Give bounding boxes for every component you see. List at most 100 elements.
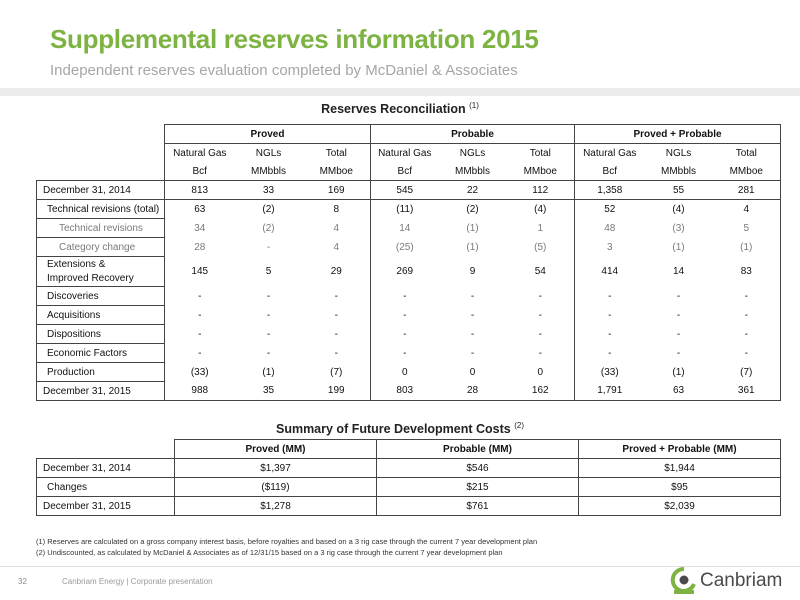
table-cell: -	[676, 290, 681, 302]
table-row: Technical revisions 34 (2) 4 14 (1) 1 48 (3) 5	[36, 218, 782, 238]
footnotes: (1) Reserves are calculated on a gross c…	[36, 536, 537, 558]
table-cell: -	[712, 305, 782, 325]
row-label-text: Acquisitions	[47, 309, 101, 321]
fdc-title-note: (2)	[514, 421, 525, 430]
row-label: Technical revisions (total)	[36, 199, 165, 219]
reconciliation-title: Reserves Reconciliation (1)	[0, 101, 800, 116]
col-unit: MMboe	[712, 162, 782, 181]
table-cell: 988	[164, 381, 235, 401]
table-cell: $546	[376, 458, 579, 478]
row-label-text: Technical revisions (total)	[47, 203, 160, 215]
row-label: Dispositions	[36, 324, 165, 344]
col-name: NGLs	[255, 147, 282, 159]
column-name-row: Natural Gas NGLs Total Natural Gas NGLs …	[37, 143, 782, 162]
reconciliation-title-note: (1)	[469, 101, 479, 110]
col-name: NGLs	[665, 147, 692, 159]
table-cell: -	[266, 290, 271, 302]
table-cell: 162	[506, 381, 576, 401]
table-cell: 361	[712, 381, 782, 401]
table-cell: -	[403, 290, 407, 302]
fdc-header-proved: Proved (MM)	[174, 439, 377, 459]
table-cell: 34	[194, 222, 206, 234]
row-label-text: Extensions &	[47, 258, 106, 270]
table-row: December 31, 2015 $1,278 $761 $2,039	[36, 496, 781, 516]
col-name: NGLs	[459, 147, 486, 159]
table-cell: -	[712, 343, 782, 363]
table-cell: (2)	[262, 203, 275, 215]
table-cell: 0	[469, 366, 476, 378]
table-cell: -	[712, 286, 782, 306]
reserves-reconciliation-table: Proved Probable Proved + Probable Natura…	[36, 124, 782, 401]
row-label: Extensions & Improved Recovery	[36, 256, 165, 287]
table-cell: (1)	[262, 366, 275, 378]
table-cell: 0	[506, 362, 576, 382]
col-name: Natural Gas	[583, 147, 637, 159]
table-cell: ($119)	[174, 477, 377, 497]
table-cell: (1)	[712, 237, 782, 257]
table-cell: 63	[644, 381, 713, 401]
table-row: December 31, 2015 988 35 199 803 28 162 1,791 63…	[36, 381, 782, 401]
col-unit: Bcf	[397, 165, 412, 177]
row-label: Acquisitions	[36, 305, 165, 325]
table-cell: (4)	[506, 199, 576, 219]
table-cell: (2)	[262, 222, 275, 234]
table-cell: 3	[606, 241, 613, 253]
table-cell: $95	[578, 477, 781, 497]
table-cell: 199	[302, 381, 372, 401]
table-cell: 112	[506, 180, 576, 200]
table-cell: 545	[370, 180, 439, 200]
table-row: Extensions & Improved Recovery 145 5 29 269 9 5…	[36, 256, 782, 287]
group-header-proved-probable: Proved + Probable	[574, 124, 782, 144]
table-cell: -	[266, 347, 271, 359]
future-development-costs-table: Proved (MM) Probable (MM) Proved + Proba…	[36, 439, 781, 516]
page-title: Supplemental reserves information 2015	[50, 24, 539, 54]
table-cell: -	[403, 347, 407, 359]
row-label: Discoveries	[36, 286, 165, 306]
table-cell: -	[266, 309, 271, 321]
table-cell: 5	[265, 266, 272, 277]
table-row: December 31, 2014 813 33 169 545 22 112 1,358 55…	[36, 180, 782, 200]
table-cell: $215	[376, 477, 579, 497]
table-cell: -	[506, 305, 576, 325]
group-header-proved: Proved	[163, 124, 372, 144]
table-cell: (4)	[672, 203, 685, 215]
table-cell: -	[302, 305, 372, 325]
table-cell: -	[198, 328, 202, 340]
table-cell: 4	[712, 199, 782, 219]
table-cell: -	[470, 290, 475, 302]
row-label: December 31, 2015	[36, 496, 175, 516]
column-unit-row: Bcf MMbbls MMboe Bcf MMbbls MMboe Bcf MM…	[37, 162, 782, 181]
table-cell: -	[198, 347, 202, 359]
fdc-header-row: Proved (MM) Probable (MM) Proved + Proba…	[36, 439, 781, 459]
table-cell: $1,944	[578, 458, 781, 478]
row-label-text: Technical revisions	[59, 222, 143, 234]
col-unit: MMboe	[506, 162, 576, 181]
row-label: Category change	[36, 237, 165, 257]
col-name: Total	[302, 143, 372, 162]
table-cell: -	[676, 328, 681, 340]
reconciliation-body: December 31, 2014 813 33 169 545 22 112 1,358 55…	[36, 180, 782, 401]
table-cell: -	[676, 347, 681, 359]
row-label-text: Economic Factors	[47, 347, 128, 359]
table-cell: -	[506, 324, 576, 344]
table-cell: -	[403, 309, 407, 321]
table-cell: 35	[234, 381, 303, 401]
logo-text: Canbriam	[700, 570, 783, 591]
col-unit: MMbbls	[250, 165, 286, 177]
table-cell: 169	[302, 180, 372, 200]
fdc-title: Summary of Future Development Costs (2)	[0, 421, 800, 436]
table-cell: -	[470, 328, 475, 340]
table-cell: -	[676, 309, 681, 321]
reconciliation-title-text: Reserves Reconciliation	[321, 102, 466, 117]
table-cell: 52	[604, 203, 616, 215]
table-cell: -	[266, 328, 271, 340]
table-cell: -	[506, 286, 576, 306]
fdc-header-proved-probable: Proved + Probable (MM)	[578, 439, 781, 459]
table-row: Category change 28 - 4 (25) (1) (5) 3 (1) (1)	[36, 237, 782, 257]
col-name: Total	[506, 143, 576, 162]
table-cell: 803	[370, 381, 439, 401]
row-label: Production	[36, 362, 165, 382]
table-cell: 1	[506, 218, 576, 238]
table-cell: -	[302, 286, 372, 306]
table-cell: 29	[302, 256, 372, 287]
